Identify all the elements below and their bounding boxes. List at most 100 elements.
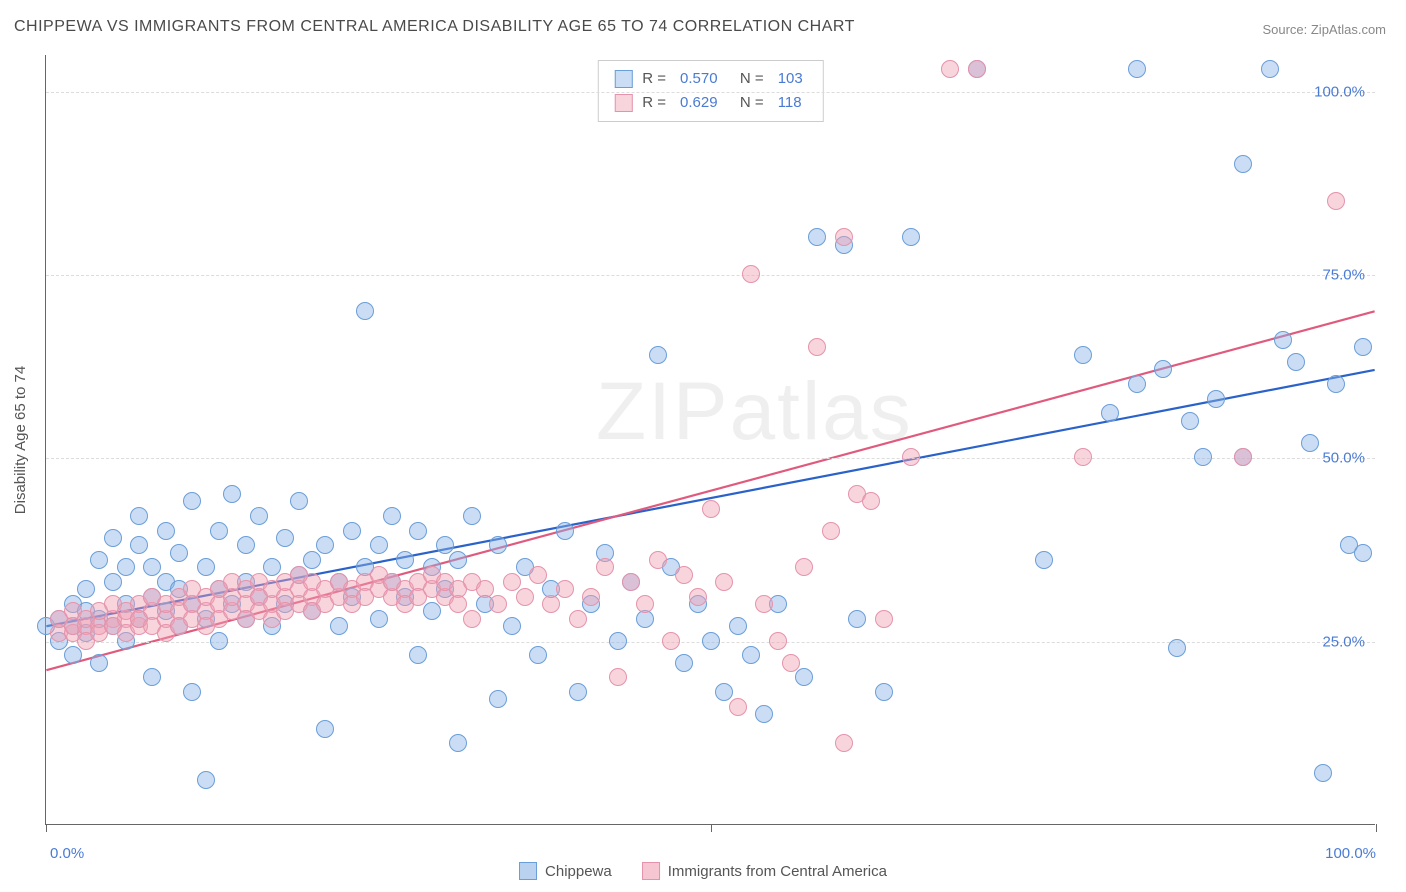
scatter-point <box>556 580 574 598</box>
scatter-point <box>1314 764 1332 782</box>
legend-item: Immigrants from Central America <box>642 862 887 880</box>
scatter-point <box>90 551 108 569</box>
scatter-point <box>90 654 108 672</box>
scatter-point <box>941 60 959 78</box>
scatter-point <box>875 683 893 701</box>
scatter-point <box>848 610 866 628</box>
scatter-point <box>729 617 747 635</box>
y-tick-label: 75.0% <box>1322 267 1365 284</box>
scatter-point <box>782 654 800 672</box>
scatter-point <box>795 558 813 576</box>
scatter-point <box>569 683 587 701</box>
scatter-point <box>1301 434 1319 452</box>
legend-item: Chippewa <box>519 862 612 880</box>
scatter-point <box>250 507 268 525</box>
scatter-point <box>755 595 773 613</box>
legend-n-value: 103 <box>778 67 803 91</box>
scatter-point <box>1194 448 1212 466</box>
scatter-point <box>556 522 574 540</box>
scatter-point <box>715 683 733 701</box>
scatter-point <box>409 646 427 664</box>
scatter-point <box>370 536 388 554</box>
scatter-point <box>303 551 321 569</box>
scatter-point <box>1274 331 1292 349</box>
legend-swatch <box>614 70 632 88</box>
scatter-point <box>503 617 521 635</box>
scatter-point <box>157 522 175 540</box>
scatter-point <box>1101 404 1119 422</box>
scatter-point <box>1074 448 1092 466</box>
chart-container: CHIPPEWA VS IMMIGRANTS FROM CENTRAL AMER… <box>0 0 1406 892</box>
legend-swatch <box>519 862 537 880</box>
scatter-point <box>449 595 467 613</box>
scatter-point <box>862 492 880 510</box>
legend-row: R =0.629 N =118 <box>614 91 806 115</box>
scatter-point <box>742 646 760 664</box>
scatter-point <box>276 529 294 547</box>
gridline <box>46 275 1375 276</box>
scatter-point <box>609 668 627 686</box>
scatter-point <box>1207 390 1225 408</box>
scatter-point <box>383 507 401 525</box>
scatter-point <box>143 668 161 686</box>
scatter-point <box>356 302 374 320</box>
scatter-point <box>529 566 547 584</box>
scatter-point <box>808 338 826 356</box>
gridline <box>46 92 1375 93</box>
legend-n-label: N = <box>732 67 764 91</box>
scatter-point <box>263 558 281 576</box>
scatter-point <box>197 558 215 576</box>
scatter-point <box>489 536 507 554</box>
scatter-point <box>1035 551 1053 569</box>
scatter-point <box>1128 60 1146 78</box>
scatter-point <box>170 544 188 562</box>
scatter-point <box>130 507 148 525</box>
scatter-point <box>449 734 467 752</box>
scatter-point <box>409 522 427 540</box>
scatter-point <box>569 610 587 628</box>
scatter-point <box>1287 353 1305 371</box>
scatter-point <box>529 646 547 664</box>
scatter-point <box>702 632 720 650</box>
legend-r-value: 0.629 <box>680 91 718 115</box>
scatter-point <box>808 228 826 246</box>
scatter-point <box>1154 360 1172 378</box>
plot-area: ZIPatlas R =0.570 N =103R =0.629 N =118 … <box>45 55 1375 825</box>
scatter-point <box>343 522 361 540</box>
scatter-point <box>742 265 760 283</box>
legend-r-label: R = <box>642 67 666 91</box>
gridline <box>46 458 1375 459</box>
legend-r-value: 0.570 <box>680 67 718 91</box>
scatter-point <box>463 507 481 525</box>
scatter-point <box>702 500 720 518</box>
scatter-point <box>183 492 201 510</box>
x-tick <box>1376 824 1377 832</box>
scatter-point <box>662 632 680 650</box>
scatter-point <box>117 558 135 576</box>
scatter-point <box>77 580 95 598</box>
x-tick <box>711 824 712 832</box>
scatter-point <box>396 551 414 569</box>
scatter-point <box>649 346 667 364</box>
scatter-point <box>729 698 747 716</box>
chart-title: CHIPPEWA VS IMMIGRANTS FROM CENTRAL AMER… <box>14 18 855 36</box>
scatter-point <box>755 705 773 723</box>
legend-row: R = 0.570 N = 103 <box>614 67 806 91</box>
scatter-point <box>423 602 441 620</box>
scatter-point <box>902 448 920 466</box>
scatter-point <box>1128 375 1146 393</box>
scatter-point <box>489 595 507 613</box>
scatter-point <box>370 610 388 628</box>
source-label: Source: ZipAtlas.com <box>1262 22 1386 37</box>
scatter-point <box>968 60 986 78</box>
scatter-point <box>223 485 241 503</box>
scatter-point <box>1354 338 1372 356</box>
legend-swatch <box>642 862 660 880</box>
scatter-point <box>436 536 454 554</box>
legend-r-label: R = <box>642 91 666 115</box>
legend-n-label: N = <box>732 91 764 115</box>
scatter-point <box>104 573 122 591</box>
series-legend: Chippewa Immigrants from Central America <box>519 862 887 880</box>
x-tick <box>46 824 47 832</box>
x-tick-label: 0.0% <box>50 845 84 862</box>
